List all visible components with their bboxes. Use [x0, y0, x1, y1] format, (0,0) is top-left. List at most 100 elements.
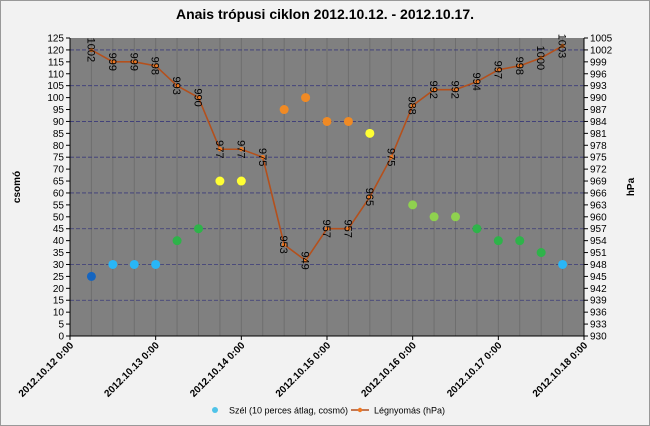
- y2-tick-label: 960: [590, 212, 607, 223]
- y2-tick-label: 984: [590, 117, 607, 128]
- y2-tick-label: 933: [590, 320, 607, 331]
- data-label: 988: [406, 96, 418, 114]
- y-tick-label: 75: [53, 153, 65, 164]
- y2-tick-label: 1005: [590, 34, 613, 45]
- data-label: 993: [170, 77, 182, 95]
- y2-tick-label: 990: [590, 93, 607, 104]
- y-tick-label: 120: [47, 45, 64, 56]
- pressure-marker: [453, 87, 458, 92]
- y-axis-label: csomó: [12, 171, 23, 203]
- y-tick-label: 95: [53, 105, 65, 116]
- wind-point: [215, 176, 225, 186]
- y2-tick-label: 999: [590, 57, 607, 68]
- y-tick-label: 55: [53, 200, 65, 211]
- data-label: 957: [320, 220, 332, 238]
- data-label: 1000: [534, 46, 546, 70]
- y-tick-label: 90: [53, 117, 65, 128]
- y2-tick-label: 993: [590, 81, 607, 92]
- y-tick-label: 40: [53, 236, 65, 247]
- pressure-marker: [389, 155, 394, 160]
- y-tick-label: 80: [53, 141, 65, 152]
- y-tick-label: 60: [53, 188, 65, 199]
- legend-label: Légnyomás (hPa): [374, 406, 445, 416]
- pressure-marker: [132, 59, 137, 65]
- y2-tick-label: 969: [590, 177, 607, 188]
- data-label: 949: [299, 251, 311, 269]
- data-label: 977: [234, 140, 246, 158]
- legend-marker: [357, 407, 363, 413]
- data-label: 953: [277, 235, 289, 253]
- y2-tick-label: 942: [590, 284, 607, 295]
- data-label: 1002: [84, 38, 96, 62]
- y-tick-label: 0: [58, 332, 64, 343]
- data-label: 998: [513, 57, 525, 75]
- pressure-marker: [260, 155, 265, 160]
- y-tick-label: 125: [47, 34, 64, 45]
- y-tick-label: 65: [53, 177, 65, 188]
- wind-point: [343, 116, 353, 126]
- wind-point: [472, 224, 482, 234]
- y-tick-label: 30: [53, 260, 65, 271]
- pressure-marker: [196, 95, 201, 100]
- pressure-marker: [346, 226, 351, 231]
- pressure-marker: [496, 67, 501, 72]
- data-label: 992: [449, 80, 461, 98]
- wind-point: [194, 224, 203, 234]
- pressure-marker: [239, 147, 244, 152]
- data-label: 999: [106, 53, 118, 71]
- data-label: 999: [127, 53, 139, 71]
- y2-tick-label: 996: [590, 69, 607, 80]
- y2-tick-label: 981: [590, 129, 607, 140]
- data-label: 994: [470, 73, 482, 91]
- y-tick-label: 35: [53, 248, 65, 259]
- pressure-marker: [474, 79, 480, 84]
- wind-point: [279, 105, 289, 115]
- pressure-marker: [410, 103, 415, 108]
- pressure-marker: [431, 87, 437, 92]
- legend-label: Szél (10 perces átlag, cosmó): [229, 406, 348, 416]
- y-tick-label: 70: [53, 165, 65, 176]
- y2-tick-label: 975: [590, 153, 607, 164]
- pressure-marker: [153, 63, 158, 69]
- wind-point: [515, 236, 525, 246]
- pressure-marker: [174, 83, 180, 88]
- wind-point: [408, 200, 418, 210]
- wind-point: [322, 116, 332, 126]
- y2-tick-label: 987: [590, 105, 607, 116]
- pressure-marker: [538, 55, 544, 61]
- wind-point: [365, 128, 375, 138]
- y2-tick-label: 945: [590, 272, 607, 283]
- y2-tick-label: 978: [590, 141, 607, 152]
- y-tick-label: 50: [53, 212, 65, 223]
- y2-tick-label: 951: [590, 248, 607, 259]
- pressure-marker: [281, 242, 287, 247]
- data-label: 975: [256, 148, 268, 166]
- data-label: 977: [213, 140, 225, 158]
- y-tick-label: 25: [53, 272, 65, 283]
- legend-marker: [212, 407, 218, 413]
- y2-tick-label: 948: [590, 260, 607, 271]
- wind-point: [236, 176, 246, 186]
- data-label: 998: [149, 57, 161, 75]
- y2-tick-label: 957: [590, 224, 607, 235]
- data-label: 957: [341, 220, 353, 238]
- y-tick-label: 5: [58, 320, 64, 331]
- pressure-marker: [517, 63, 522, 69]
- data-label: 1003: [556, 34, 568, 58]
- pressure-marker: [367, 194, 373, 200]
- wind-point: [86, 271, 96, 281]
- y2-tick-label: 936: [590, 308, 607, 319]
- wind-point: [451, 212, 460, 222]
- y-tick-label: 15: [53, 296, 65, 307]
- y2-tick-label: 930: [590, 332, 607, 343]
- y2-axis-label: hPa: [626, 177, 637, 196]
- pressure-marker: [217, 147, 223, 152]
- data-label: 965: [363, 188, 375, 206]
- wind-point: [108, 259, 118, 269]
- y-tick-label: 110: [48, 69, 64, 80]
- data-label: 990: [192, 88, 204, 106]
- y2-tick-label: 963: [590, 200, 607, 211]
- wind-point: [172, 236, 182, 246]
- wind-point: [301, 93, 311, 103]
